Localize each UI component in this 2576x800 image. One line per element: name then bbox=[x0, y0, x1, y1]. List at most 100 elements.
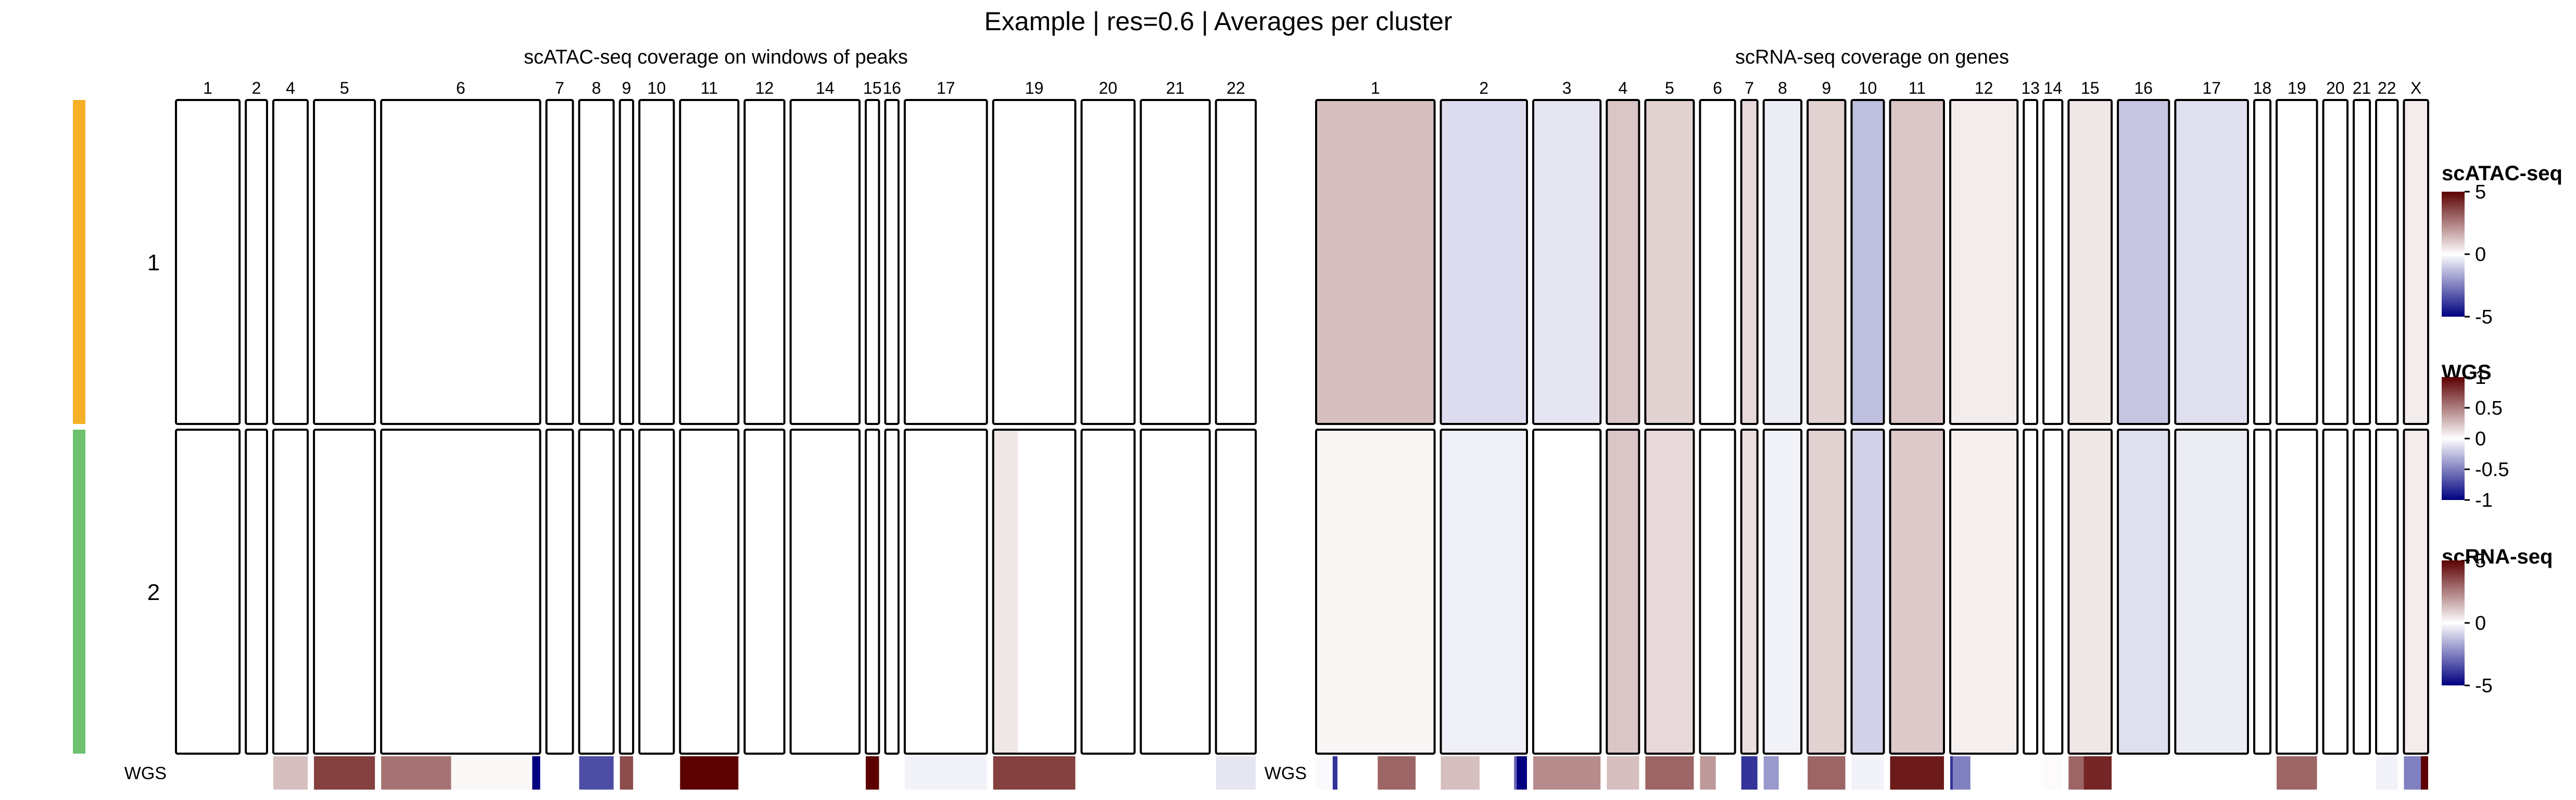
tile-1-17 bbox=[903, 99, 988, 425]
tile-signal bbox=[2118, 100, 2169, 424]
wgs-segment-4 bbox=[273, 756, 308, 790]
tile-2-17 bbox=[2174, 429, 2249, 755]
tile-2-12 bbox=[1949, 429, 2019, 755]
tile-2-20 bbox=[1080, 429, 1136, 755]
chrom-label-14: 14 bbox=[2043, 79, 2062, 97]
wgs-segment-11 bbox=[680, 756, 739, 790]
tile-2-8 bbox=[578, 429, 615, 755]
tile-signal bbox=[1763, 100, 1802, 424]
tile-1-6 bbox=[1699, 99, 1736, 425]
wgs-segment-9 bbox=[1808, 756, 1846, 790]
chrom-label-21: 21 bbox=[1166, 79, 1185, 97]
tile-2-2 bbox=[1439, 429, 1529, 755]
tile-2-19 bbox=[2275, 429, 2318, 755]
tile-1-6 bbox=[380, 99, 541, 425]
wgs-segment-5 bbox=[1645, 756, 1694, 790]
tile-signal bbox=[1890, 430, 1944, 754]
wgs-segment-X bbox=[2404, 756, 2421, 790]
tile-2-9 bbox=[618, 429, 635, 755]
tile-signal bbox=[1950, 100, 2018, 424]
chrom-label-9: 9 bbox=[1822, 79, 1831, 97]
legend-tick-label: 0 bbox=[2475, 612, 2486, 634]
tile-2-11 bbox=[679, 429, 740, 755]
tile-2-5 bbox=[313, 429, 376, 755]
tile-signal bbox=[2404, 100, 2428, 424]
legend-tick-label: -5 bbox=[2475, 306, 2493, 328]
tile-2-9 bbox=[1807, 429, 1847, 755]
tile-1-22 bbox=[1215, 99, 1257, 425]
tile-1-17 bbox=[2174, 99, 2249, 425]
tile-2-8 bbox=[1762, 429, 1803, 755]
wgs-segment-14 bbox=[2043, 756, 2063, 790]
chrom-label-14: 14 bbox=[816, 79, 835, 97]
tile-1-5 bbox=[1644, 99, 1695, 425]
tile-signal bbox=[1741, 100, 1758, 424]
wgs-segment-2 bbox=[1517, 756, 1527, 790]
tile-signal bbox=[1763, 430, 1802, 754]
tile-2-15 bbox=[864, 429, 880, 755]
tile-1-21 bbox=[2353, 99, 2371, 425]
chrom-label-3: 3 bbox=[1562, 79, 1572, 97]
tile-2-10 bbox=[1850, 429, 1885, 755]
tile-1-13 bbox=[2023, 99, 2039, 425]
wgs-segment-10 bbox=[1851, 756, 1884, 790]
chrom-label-9: 9 bbox=[622, 79, 631, 97]
panel-title: scRNA-seq coverage on genes bbox=[1735, 46, 2009, 68]
legend-colorbar bbox=[2442, 192, 2465, 317]
wgs-segment-8 bbox=[1763, 756, 1779, 790]
tile-1-1 bbox=[175, 99, 241, 425]
wgs-segment-17 bbox=[904, 756, 987, 790]
figure-title: Example | res=0.6 | Averages per cluster bbox=[984, 7, 1452, 36]
tile-2-5 bbox=[1644, 429, 1695, 755]
tile-signal bbox=[1808, 100, 1846, 424]
tile-signal bbox=[993, 430, 1018, 754]
wgs-segment-4 bbox=[1607, 756, 1639, 790]
chrom-label-15: 15 bbox=[2081, 79, 2100, 97]
tile-2-7 bbox=[1740, 429, 1759, 755]
tile-signal bbox=[1741, 430, 1758, 754]
wgs-segment-15 bbox=[865, 756, 879, 790]
chrom-label-20: 20 bbox=[1099, 79, 1118, 97]
tile-signal bbox=[1890, 100, 1944, 424]
chrom-label-5: 5 bbox=[1665, 79, 1674, 97]
tile-2-19 bbox=[992, 429, 1077, 755]
wgs-segment-19 bbox=[2276, 756, 2317, 790]
tile-1-18 bbox=[2253, 99, 2271, 425]
tile-1-1 bbox=[1315, 99, 1436, 425]
chrom-label-4: 4 bbox=[1618, 79, 1627, 97]
wgs-segment-2 bbox=[1441, 756, 1480, 790]
panel-title: scATAC-seq coverage on windows of peaks bbox=[524, 46, 908, 68]
chrom-label-22: 22 bbox=[1227, 79, 1245, 97]
tile-1-8 bbox=[1762, 99, 1803, 425]
row-label-2: 2 bbox=[147, 580, 160, 605]
tile-signal bbox=[2118, 430, 2169, 754]
tile-2-22 bbox=[1215, 429, 1257, 755]
chrom-label-15: 15 bbox=[863, 79, 882, 97]
tile-2-6 bbox=[1699, 429, 1736, 755]
tile-2-15 bbox=[2067, 429, 2113, 755]
tile-1-8 bbox=[578, 99, 615, 425]
tile-2-7 bbox=[545, 429, 574, 755]
legend-colorbar bbox=[2442, 560, 2465, 685]
wgs-row-label: WGS bbox=[124, 764, 167, 783]
tile-1-7 bbox=[1740, 99, 1759, 425]
legend-tick-label: -1 bbox=[2475, 490, 2493, 511]
chrom-label-7: 7 bbox=[555, 79, 564, 97]
chrom-label-12: 12 bbox=[1975, 79, 1993, 97]
tile-1-7 bbox=[545, 99, 574, 425]
tile-1-12 bbox=[1949, 99, 2019, 425]
tile-2-10 bbox=[638, 429, 675, 755]
wgs-segment-3 bbox=[1533, 756, 1601, 790]
tile-2-16 bbox=[884, 429, 900, 755]
chrom-label-20: 20 bbox=[2326, 79, 2345, 97]
chrom-label-11: 11 bbox=[701, 79, 718, 97]
chrom-label-1: 1 bbox=[203, 79, 212, 97]
tile-signal bbox=[2175, 430, 2248, 754]
tile-2-22 bbox=[2375, 429, 2399, 755]
tile-2-13 bbox=[2023, 429, 2039, 755]
chrom-label-5: 5 bbox=[340, 79, 349, 97]
tile-signal bbox=[1950, 430, 2018, 754]
